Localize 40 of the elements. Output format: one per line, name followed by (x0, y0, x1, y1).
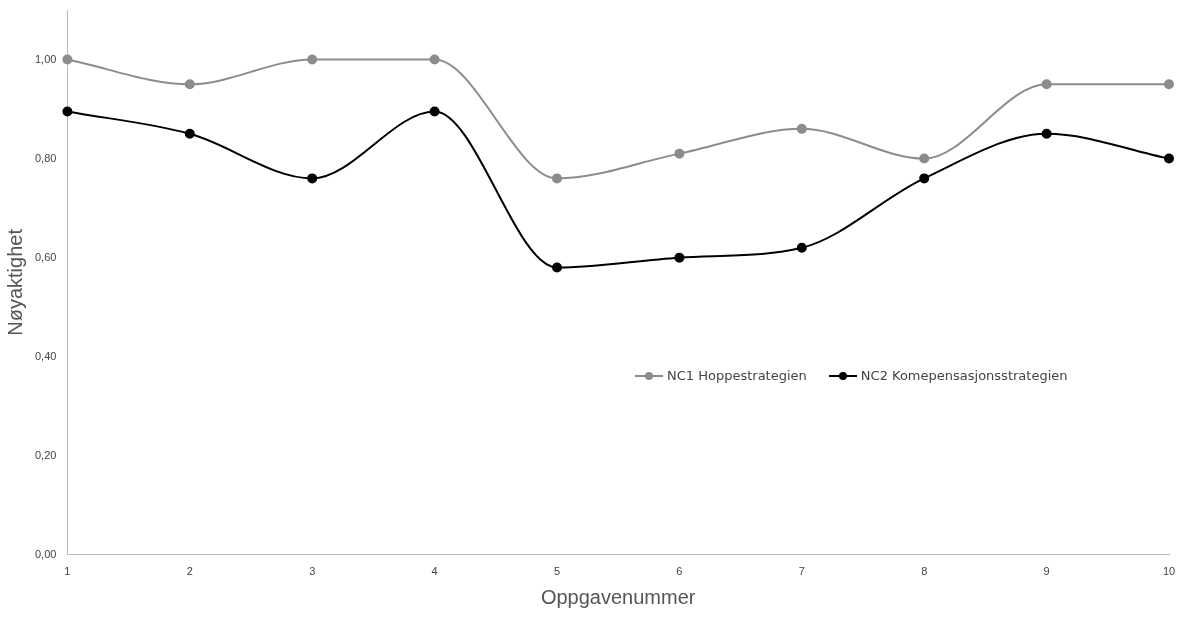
point (184, 128, 195, 139)
x-tick-label: 9 (1043, 565, 1050, 578)
x-tick-label: 2 (186, 565, 193, 578)
x-tick-label: 3 (309, 565, 316, 578)
x-axis-title: Oppgavenummer (540, 585, 696, 608)
point (674, 148, 685, 159)
point (552, 262, 563, 273)
point (796, 242, 807, 253)
point (429, 106, 440, 117)
x-tick-label: 8 (921, 565, 928, 578)
point (919, 153, 930, 164)
y-tick-label: 0,00 (34, 547, 57, 560)
point (552, 173, 563, 184)
point (184, 79, 195, 90)
x-tick-label: 1 (64, 565, 71, 578)
point (919, 173, 930, 184)
legend-label: NC2 Komepensasjonsstrategien (860, 368, 1068, 383)
point (674, 252, 685, 263)
y-tick-label: 0,20 (34, 448, 57, 461)
point (796, 123, 807, 134)
point (307, 173, 318, 184)
x-tick-label: 5 (553, 565, 561, 578)
point (307, 54, 318, 65)
y-tick-label: 0,60 (34, 250, 57, 263)
point (62, 54, 73, 65)
legend-label: NC1 Hoppestrategien (667, 368, 807, 383)
x-tick-label: 4 (431, 565, 438, 578)
x-tick-label: 6 (676, 565, 683, 578)
point (1164, 79, 1174, 90)
x-tick-label: 7 (798, 565, 805, 578)
y-tick-label: 1,00 (34, 52, 57, 65)
point (1041, 79, 1052, 90)
y-tick-label: 0,40 (34, 349, 57, 362)
point (429, 54, 440, 65)
point (62, 106, 73, 117)
point (1041, 128, 1052, 139)
point (1164, 153, 1174, 164)
x-tick-label: 10 (1162, 565, 1176, 578)
y-axis-title: Nøyaktighet (3, 228, 26, 336)
y-tick-label: 0,80 (34, 151, 57, 164)
